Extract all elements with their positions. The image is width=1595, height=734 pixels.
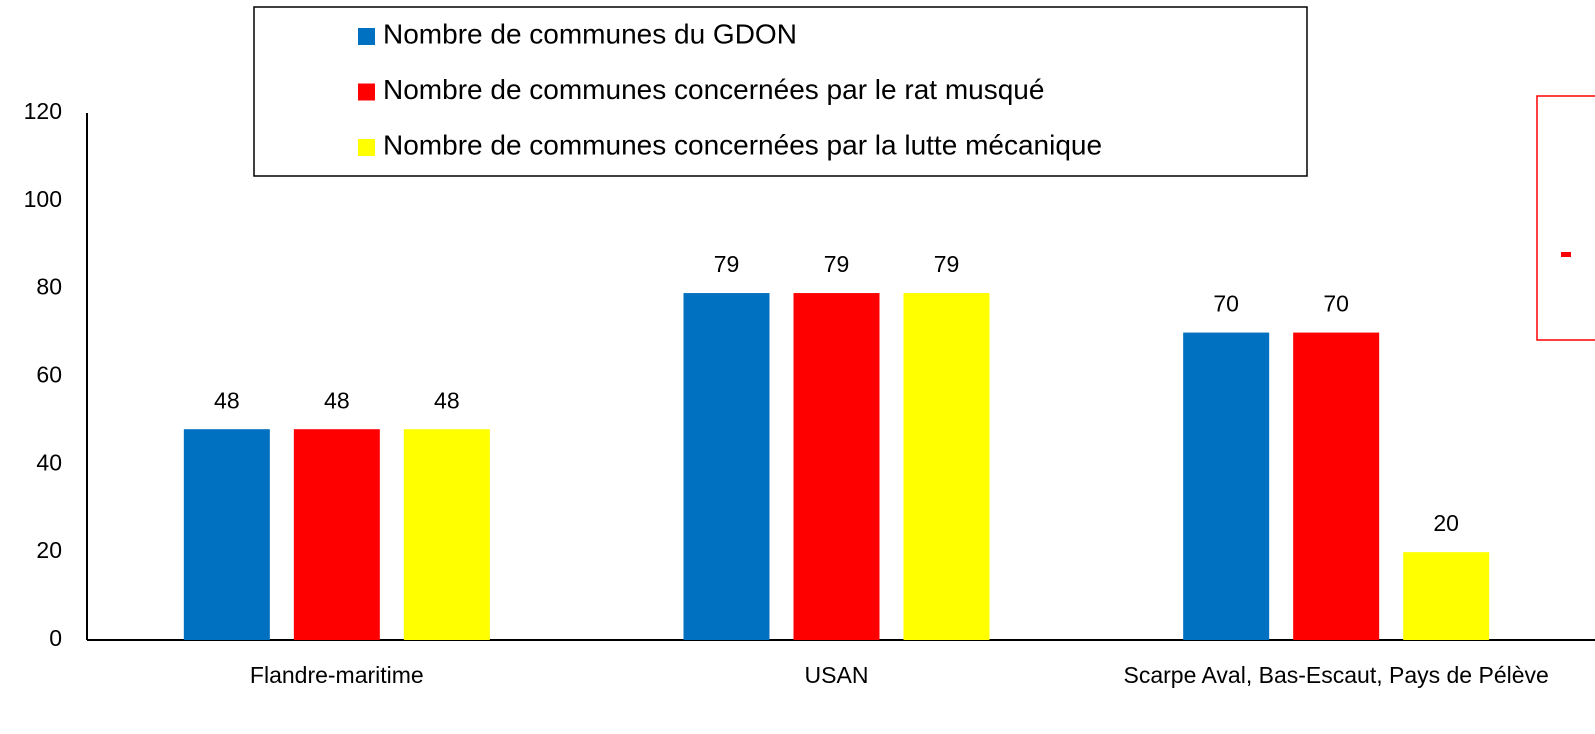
bar — [293, 429, 380, 640]
legend-swatch — [358, 83, 375, 101]
cropped-box — [1536, 95, 1595, 341]
data-label: 48 — [324, 387, 350, 413]
data-label: 79 — [934, 251, 960, 277]
data-label: 79 — [714, 251, 740, 277]
data-label: 48 — [434, 387, 460, 413]
legend-swatch — [358, 139, 375, 156]
bar — [1183, 332, 1270, 640]
y-tick-label: 40 — [36, 449, 62, 475]
bar — [903, 293, 990, 640]
bar — [1403, 552, 1490, 640]
data-label: 79 — [824, 251, 850, 277]
legend-label: Nombre de communes concernées par la lut… — [383, 129, 1102, 160]
y-tick-label: 0 — [49, 625, 62, 651]
x-tick-label: USAN — [804, 662, 869, 688]
bar — [793, 293, 880, 640]
legend-swatch — [358, 28, 375, 45]
data-label: 70 — [1323, 291, 1349, 317]
y-tick-label: 20 — [36, 537, 62, 563]
bar — [683, 293, 770, 640]
y-tick-label: 80 — [36, 274, 62, 300]
x-tick-label: Flandre-maritime — [249, 662, 424, 688]
y-tick-label: 60 — [36, 362, 62, 388]
y-tick-label: 120 — [24, 98, 62, 124]
cropped-mark — [1561, 252, 1571, 257]
bar — [403, 429, 490, 640]
legend-label: Nombre de communes concernées par le rat… — [383, 74, 1044, 105]
bar — [183, 429, 270, 640]
x-tick-label: Scarpe Aval, Bas-Escaut, Pays de Pélève — [1123, 662, 1549, 688]
bar — [1293, 332, 1380, 640]
data-label: 48 — [214, 387, 240, 413]
data-label: 70 — [1213, 291, 1239, 317]
legend-label: Nombre de communes du GDON — [383, 18, 797, 49]
y-tick-label: 100 — [24, 186, 62, 212]
data-label: 20 — [1433, 510, 1459, 536]
legend-box — [253, 6, 1308, 177]
